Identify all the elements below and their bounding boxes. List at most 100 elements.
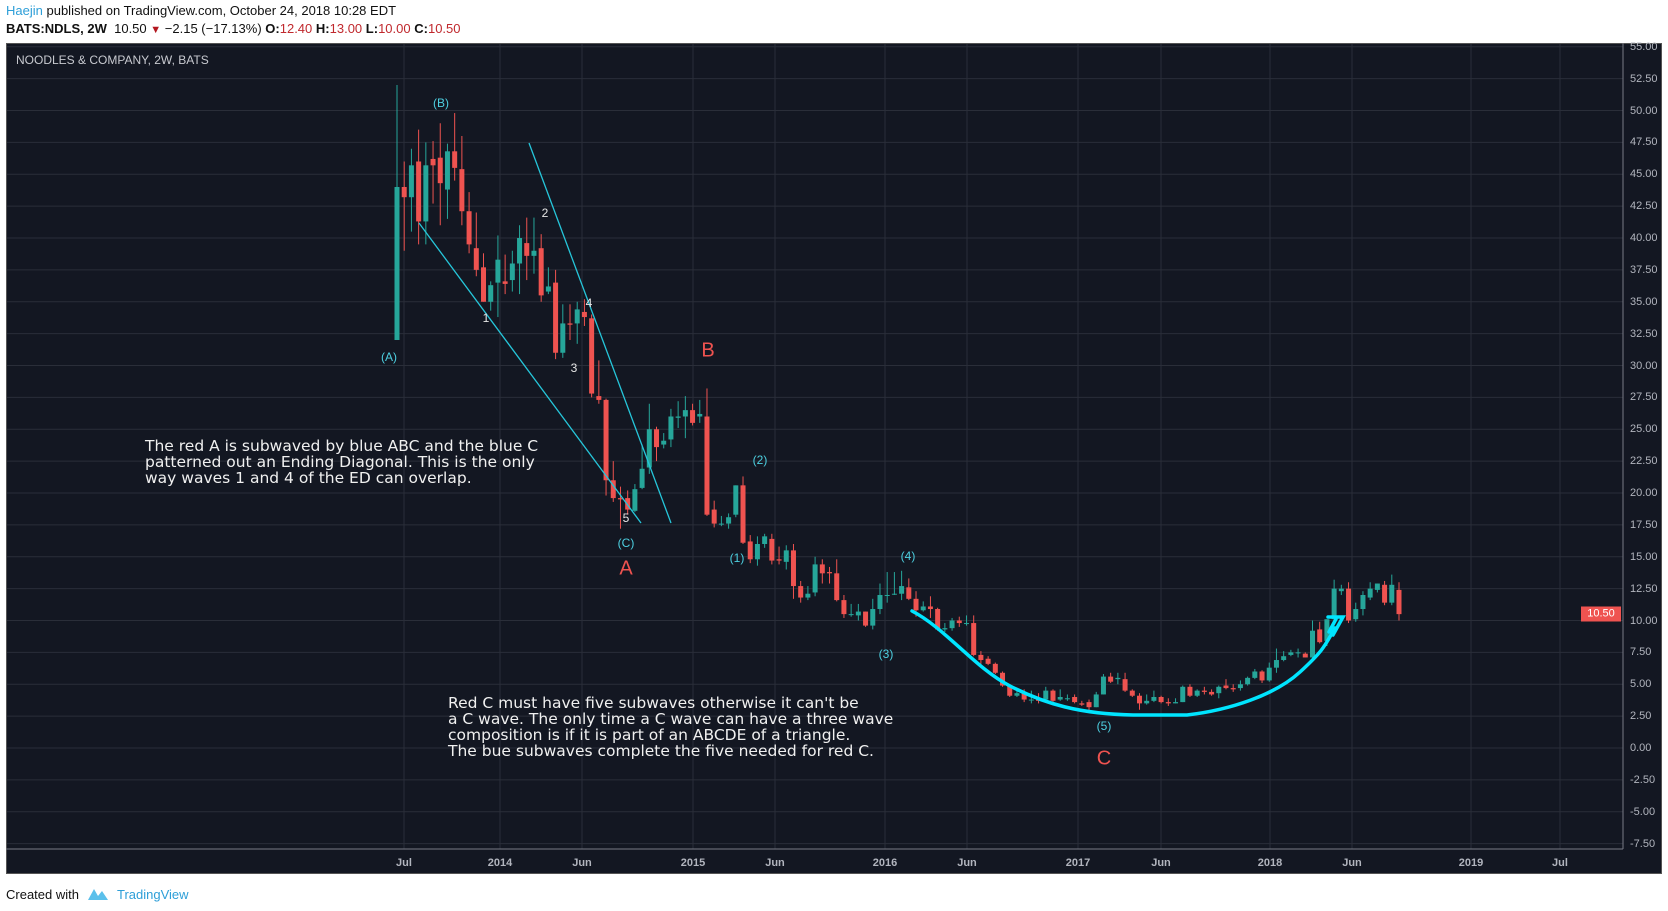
candle (416, 129, 422, 245)
price-tick-label: 7.50 (1630, 646, 1652, 659)
last-price: 10.50 (114, 21, 147, 36)
candle (827, 566, 833, 584)
candle (1158, 695, 1164, 704)
candle-body (690, 410, 696, 423)
candle-body (1382, 584, 1388, 603)
grid (7, 44, 1623, 849)
candle-body (617, 498, 623, 500)
candle-body (401, 187, 407, 198)
candle (596, 360, 602, 404)
candle-body (790, 550, 796, 587)
candle (1064, 694, 1070, 701)
price-tick-label: 12.50 (1630, 582, 1658, 595)
wave-c-curve[interactable] (910, 609, 1337, 717)
time-tick-label: Jun (765, 857, 785, 869)
candle-body (935, 609, 941, 630)
author-link[interactable]: Haejin (6, 3, 43, 18)
candle-body (589, 318, 595, 394)
candle-body (581, 311, 587, 318)
candle (632, 484, 638, 513)
time-tick-label: Jul (1552, 857, 1568, 869)
candle-body (1151, 697, 1157, 701)
candle (1151, 690, 1157, 703)
wave-label-p2: (2) (752, 453, 768, 467)
candle-body (416, 161, 422, 222)
candle-body (726, 517, 732, 524)
open-value: 12.40 (279, 21, 313, 36)
annotation-note-1[interactable]: The red A is subwaved by blue ABC and th… (145, 437, 539, 487)
candle-body (1021, 693, 1027, 700)
footer: Created with TradingView (6, 886, 189, 902)
tradingview-link[interactable]: TradingView (116, 886, 189, 902)
candle-body (697, 413, 703, 417)
candle-body (762, 536, 768, 544)
annotation-note-2[interactable]: Red C must have five subwaves otherwise … (448, 694, 894, 760)
candle-body (863, 611, 869, 626)
candle-body (992, 663, 998, 673)
candle-body (603, 399, 609, 481)
candle-body (1014, 693, 1020, 696)
candle-body (1288, 652, 1294, 655)
price-tick-label: 2.50 (1630, 710, 1652, 723)
candle-body (949, 620, 955, 629)
candle (675, 401, 681, 428)
candle-body (1396, 589, 1402, 615)
candle (538, 234, 544, 302)
time-tick-label: Jun (1342, 857, 1362, 869)
candle-body (1129, 690, 1135, 696)
candle-body (985, 658, 991, 664)
ending-diagonal-lower-line[interactable] (418, 222, 642, 524)
candle (466, 192, 472, 254)
candle-body (812, 564, 818, 593)
candle-body (718, 523, 724, 525)
candle-body (819, 564, 825, 574)
chart-pane[interactable] (6, 43, 1662, 874)
candle-body (394, 187, 400, 340)
candle (906, 578, 912, 601)
ending-diagonal-upper-line[interactable] (528, 142, 672, 524)
price-tick-label: 10.00 (1630, 614, 1658, 627)
candle (444, 143, 450, 219)
candle (495, 235, 501, 318)
candle (1216, 685, 1222, 699)
candle-body (567, 323, 573, 325)
candle (855, 603, 861, 621)
candle (1360, 591, 1366, 616)
candle-body (1050, 690, 1056, 701)
candle (625, 490, 631, 515)
candle (1382, 580, 1388, 606)
candle-body (560, 323, 566, 353)
candle (1252, 668, 1258, 680)
candle-body (1245, 677, 1251, 685)
wave-label-1: 1 (482, 311, 490, 325)
candle-body (1108, 676, 1114, 682)
price-tick-label: 55.00 (1630, 40, 1658, 53)
candle-body (1317, 629, 1323, 643)
candle (776, 546, 782, 565)
candle-body (1295, 652, 1301, 654)
candle-body (1223, 685, 1229, 689)
candle (401, 161, 407, 251)
time-tick-label: 2016 (872, 857, 898, 869)
wave-label-C-small: (C) (617, 536, 635, 550)
candle-body (1201, 690, 1207, 692)
candle-body (1281, 656, 1287, 661)
candle-body (841, 600, 847, 615)
price-tick-label: -7.50 (1630, 837, 1656, 850)
price-tick-label: -5.00 (1630, 805, 1656, 818)
candle (1223, 679, 1229, 690)
candle-body (531, 250, 537, 256)
candle (517, 225, 523, 295)
time-tick-label: 2015 (680, 857, 706, 869)
candle-body (596, 396, 602, 400)
candle-body (1057, 697, 1063, 700)
candle (661, 433, 667, 449)
price-tick-label: 27.50 (1630, 391, 1658, 404)
candle (956, 616, 962, 627)
candle (726, 513, 732, 529)
time-tick-label: Jun (1151, 857, 1171, 869)
candle-body (639, 468, 645, 488)
candle (899, 570, 905, 601)
candle (1187, 684, 1193, 697)
candle (1093, 691, 1099, 708)
